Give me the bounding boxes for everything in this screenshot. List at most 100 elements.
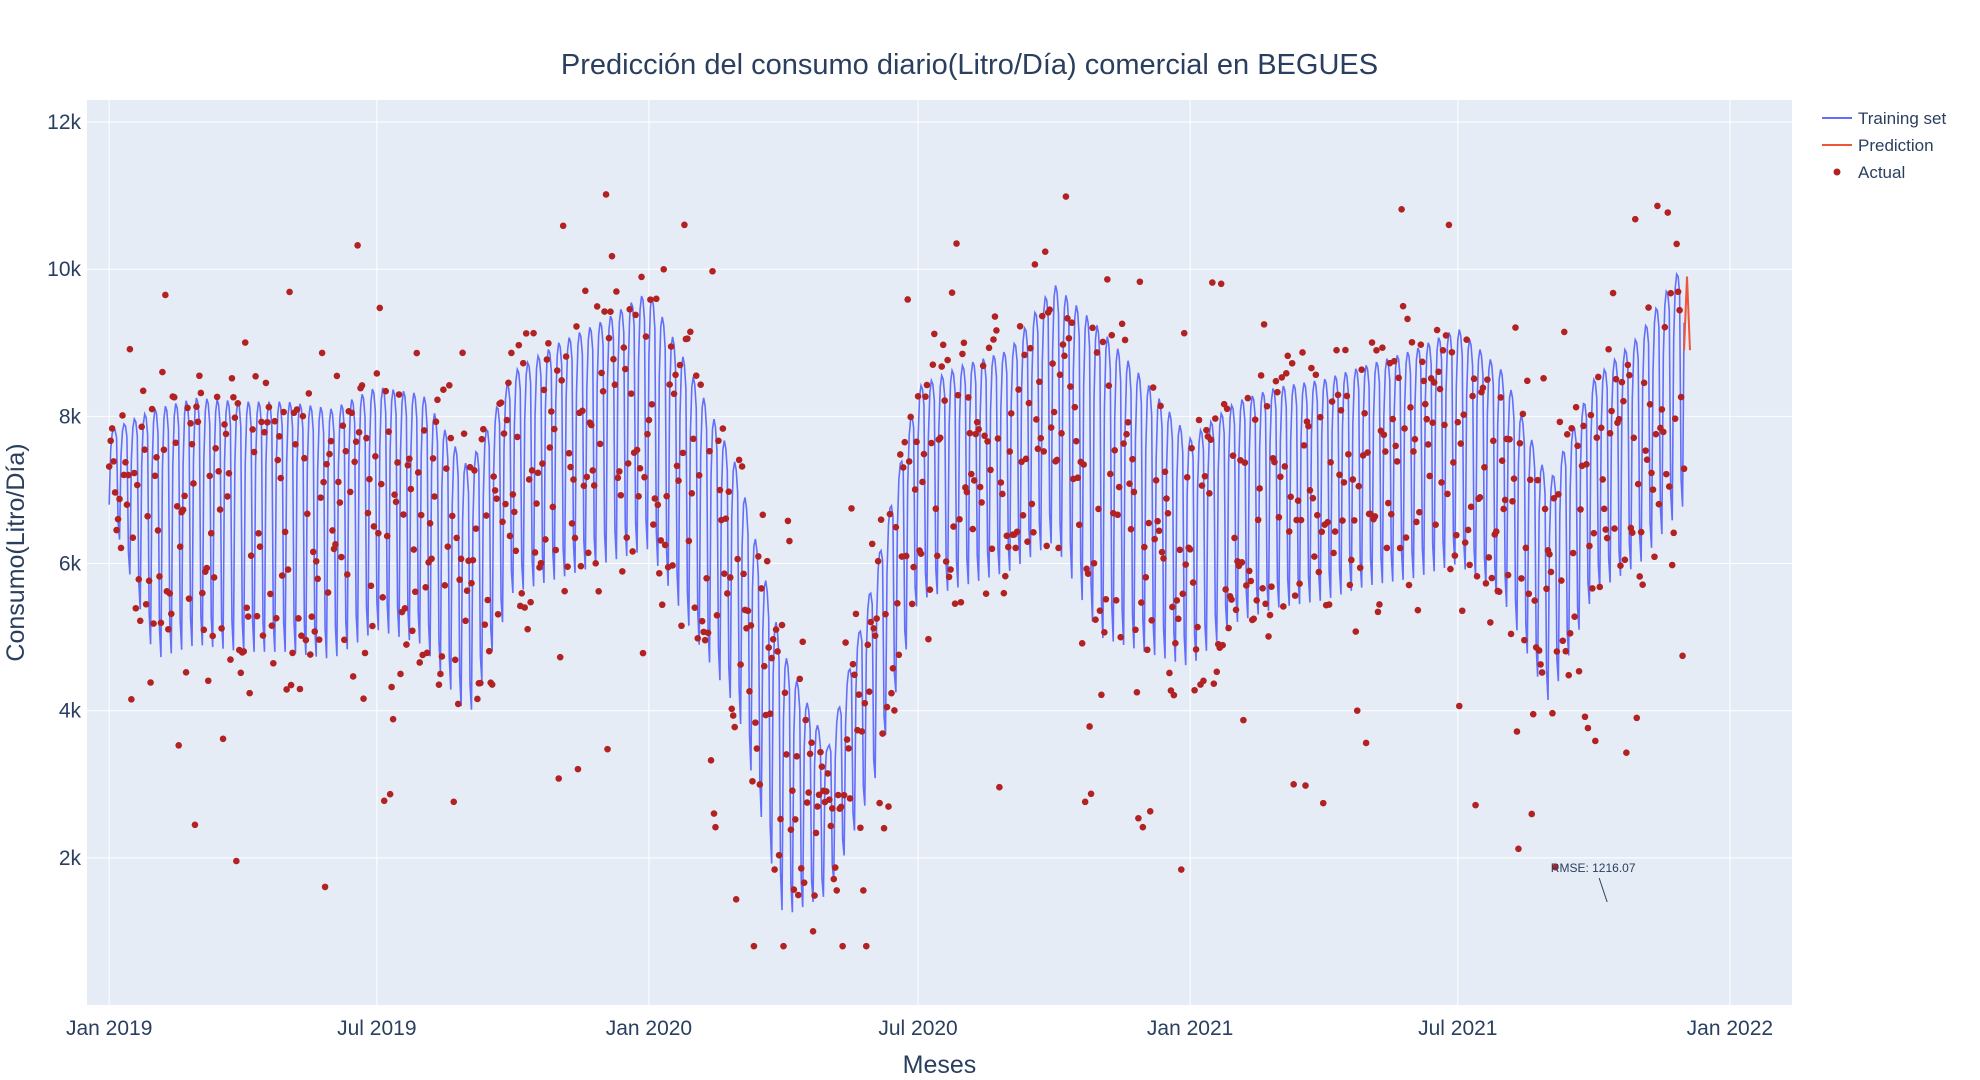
actual-point <box>503 416 511 424</box>
actual-point <box>409 627 416 635</box>
actual-point <box>1358 366 1365 374</box>
actual-point <box>1540 374 1547 382</box>
actual-point <box>777 815 784 823</box>
actual-point <box>1145 519 1153 527</box>
actual-point <box>929 361 937 368</box>
actual-point <box>1390 357 1398 365</box>
actual-point <box>203 564 211 572</box>
actual-point <box>1451 552 1459 559</box>
actual-point <box>1271 458 1278 466</box>
actual-point <box>105 463 113 470</box>
legend-item-prediction[interactable]: Prediction <box>1822 136 1934 155</box>
actual-point <box>1006 448 1014 455</box>
actual-point <box>565 449 573 457</box>
actual-point <box>1501 496 1509 504</box>
actual-point <box>638 273 645 281</box>
actual-point <box>539 460 546 467</box>
actual-point <box>284 566 292 573</box>
x-tick-label: Jan 2019 <box>66 1017 152 1040</box>
actual-point <box>1099 338 1107 346</box>
actual-point <box>1262 600 1269 608</box>
actual-point <box>196 372 203 380</box>
actual-point <box>1618 378 1626 386</box>
actual-point <box>478 435 486 443</box>
actual-point <box>1661 323 1669 331</box>
actual-point <box>389 715 397 723</box>
actual-point <box>1586 542 1593 550</box>
actual-point <box>480 425 487 433</box>
actual-point <box>1435 368 1442 376</box>
actual-point <box>758 585 765 592</box>
actual-point <box>724 590 731 597</box>
actual-point <box>783 751 790 758</box>
actual-point <box>550 425 558 433</box>
actual-point <box>956 515 963 523</box>
actual-point <box>561 587 568 595</box>
actual-point <box>709 267 716 275</box>
actual-point <box>901 438 909 446</box>
actual-point <box>1331 528 1339 535</box>
actual-point <box>1132 626 1139 634</box>
actual-point <box>892 523 900 531</box>
legend[interactable]: Training set Prediction Actual <box>1822 109 1946 182</box>
actual-point <box>1458 607 1466 615</box>
actual-point <box>917 550 925 557</box>
actual-point <box>1634 480 1642 488</box>
actual-point <box>861 699 869 707</box>
actual-point <box>403 641 410 648</box>
actual-point <box>222 430 230 438</box>
actual-point <box>1597 424 1605 432</box>
actual-point <box>1408 338 1416 346</box>
actual-point <box>876 799 883 807</box>
legend-item-training[interactable]: Training set <box>1822 109 1946 128</box>
actual-point <box>1141 543 1148 551</box>
actual-point <box>1040 448 1048 455</box>
actual-point <box>1395 374 1402 382</box>
actual-point <box>1353 707 1361 714</box>
actual-point <box>839 942 846 950</box>
actual-point <box>533 500 540 507</box>
actual-point <box>1572 403 1580 411</box>
actual-point <box>867 618 875 626</box>
actual-point <box>1277 473 1284 481</box>
actual-point <box>666 381 673 388</box>
actual-point <box>1096 607 1104 614</box>
actual-point <box>234 400 242 407</box>
actual-point <box>395 391 403 398</box>
actual-point <box>1302 782 1309 789</box>
actual-point <box>1342 346 1349 354</box>
actual-point <box>440 386 447 393</box>
actual-point <box>616 468 623 475</box>
actual-point <box>372 453 379 460</box>
actual-point <box>1219 641 1226 649</box>
actual-point <box>599 387 607 395</box>
actual-point <box>1432 521 1439 528</box>
actual-point <box>194 418 202 426</box>
actual-point <box>969 525 977 533</box>
actual-point <box>278 572 286 579</box>
actual-point <box>904 296 912 303</box>
actual-point <box>1043 542 1051 550</box>
actual-point <box>1568 424 1575 432</box>
actual-point <box>1265 633 1272 640</box>
x-tick-label: Jul 2020 <box>878 1017 957 1040</box>
actual-point <box>1278 374 1286 381</box>
actual-point <box>1424 441 1432 448</box>
actual-point <box>132 604 140 612</box>
actual-point <box>1095 505 1102 513</box>
x-tick-label: Jul 2021 <box>1418 1017 1497 1040</box>
actual-point <box>525 476 533 483</box>
actual-point <box>514 433 521 441</box>
actual-point <box>348 409 356 417</box>
legend-item-actual[interactable]: Actual <box>1833 163 1906 182</box>
actual-point <box>562 353 570 360</box>
actual-point <box>558 377 565 384</box>
actual-point <box>1217 280 1225 288</box>
actual-point <box>302 636 310 644</box>
actual-point <box>1671 415 1679 422</box>
actual-point <box>364 509 372 517</box>
actual-point <box>864 641 872 649</box>
actual-point <box>1569 549 1577 557</box>
actual-point <box>809 928 817 935</box>
